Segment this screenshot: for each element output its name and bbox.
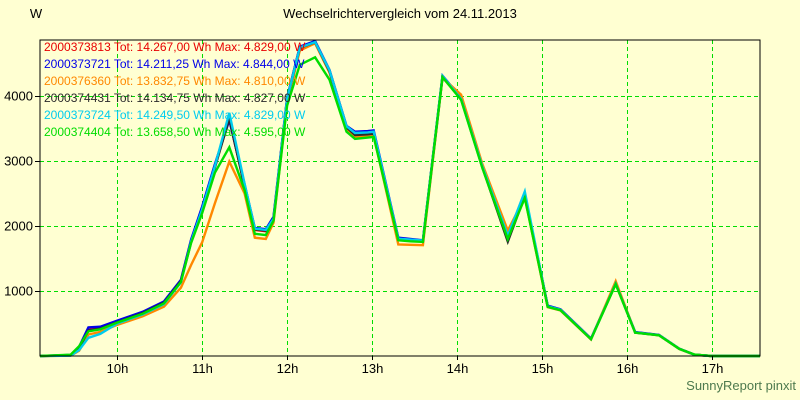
x-tick-label-12h: 12h <box>277 361 299 376</box>
x-tick-label-13h: 13h <box>362 361 384 376</box>
series-line-2000373721 <box>39 39 760 358</box>
legend-entry-2: 2000373721 Tot: 14.211,25 Wh Max: 4.844,… <box>44 57 305 71</box>
legend-entry-5: 2000373724 Tot: 14.249,50 Wh Max: 4.829,… <box>44 108 306 122</box>
x-tick-label-15h: 15h <box>532 361 554 376</box>
x-tick-label-17h: 17h <box>702 361 724 376</box>
watermark: SunnyReport pinxit <box>686 378 796 393</box>
x-tick-label-10h: 10h <box>107 361 129 376</box>
legend-entry-6: 2000374404 Tot: 13.658,50 Wh Max: 4.595,… <box>44 125 306 139</box>
y-tick-label-2000: 2000 <box>4 219 33 234</box>
legend-entry-4: 2000374431 Tot: 14.134,75 Wh Max: 4.827,… <box>44 91 306 105</box>
series-layer <box>39 39 760 358</box>
x-tick-label-16h: 16h <box>617 361 639 376</box>
chart-title: Wechselrichtervergleich vom 24.11.2013 <box>283 6 517 21</box>
x-tick-label-11h: 11h <box>192 361 213 376</box>
legend-entry-1: 2000373813 Tot: 14.267,00 Wh Max: 4.829,… <box>44 40 306 54</box>
y-axis-unit-label: W <box>30 6 43 21</box>
series-line-2000374404 <box>39 55 760 358</box>
x-tick-label-14h: 14h <box>447 361 469 376</box>
y-tick-label-1000: 1000 <box>4 284 33 299</box>
tick-layer: 1000 2000 3000 4000 10h 11h 12h 13h 14h 15h 16h 17h <box>4 89 723 377</box>
y-tick-label-3000: 3000 <box>4 154 33 169</box>
legend-entry-3: 2000376360 Tot: 13.832,75 Wh Max: 4.810,… <box>44 74 306 88</box>
plot-border <box>39 39 761 357</box>
legend: 2000373813 Tot: 14.267,00 Wh Max: 4.829,… <box>44 40 306 139</box>
y-tick-label-4000: 4000 <box>4 89 33 104</box>
